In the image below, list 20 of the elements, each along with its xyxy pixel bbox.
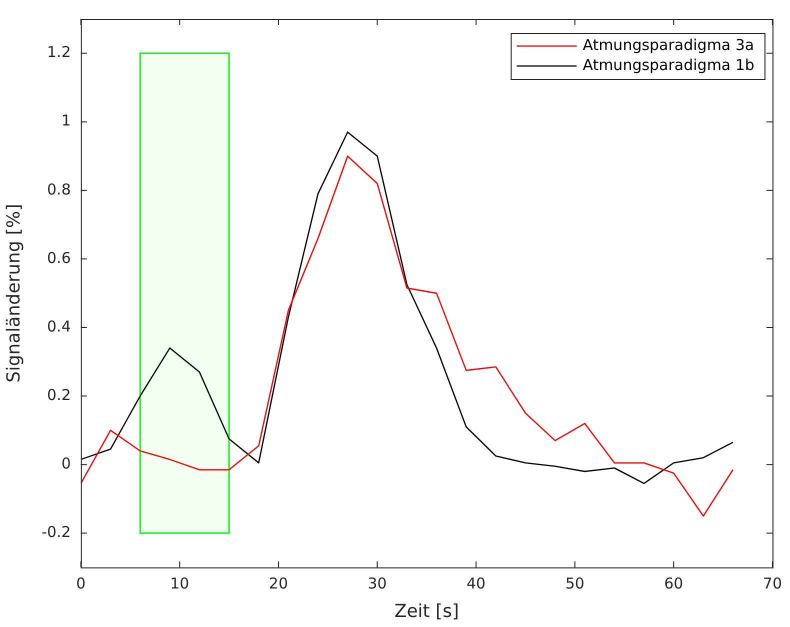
y-tick-label: 0.8 <box>47 180 71 198</box>
legend-label: Atmungsparadigma 1b <box>582 56 754 74</box>
x-tick-label: 70 <box>762 574 782 592</box>
y-tick-label: 0 <box>61 454 71 472</box>
y-axis-title: Signaländerung [%] <box>3 204 24 383</box>
x-tick-label: 40 <box>466 574 486 592</box>
y-tick-label: 0.4 <box>47 317 71 336</box>
x-tick-label: 0 <box>76 574 86 592</box>
x-tick-label: 50 <box>565 574 584 592</box>
y-tick-label: 1.2 <box>47 43 71 62</box>
x-tick-label: 30 <box>368 574 387 592</box>
y-tick-label: 0.6 <box>47 248 71 267</box>
y-tick-label: 1 <box>61 112 71 130</box>
legend-label: Atmungsparadigma 3a <box>582 36 754 54</box>
x-tick-label: 20 <box>268 574 288 592</box>
x-tick-label: 10 <box>170 574 190 592</box>
y-tick-label: 0.2 <box>47 386 71 404</box>
x-axis-title: Zeit [s] <box>394 600 459 622</box>
x-tick-label: 60 <box>664 574 684 592</box>
y-tick-label: -0.2 <box>42 523 71 542</box>
